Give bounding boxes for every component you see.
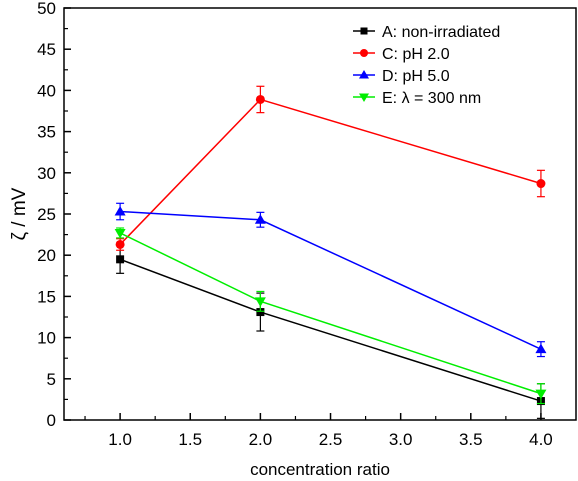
y-tick-label: 5: [47, 370, 56, 389]
data-point: [255, 94, 265, 104]
legend-label: D: pH 5.0: [382, 68, 450, 85]
plot-frame: [63, 7, 577, 421]
data-point: [360, 27, 368, 35]
y-tick-label: 45: [37, 40, 56, 59]
y-tick-label: 35: [37, 123, 56, 142]
y-axis-label: ζ / mV: [9, 187, 30, 240]
y-tick-label: 10: [37, 329, 56, 348]
legend-item: E: λ = 300 nm: [353, 90, 481, 107]
y-tick-label: 15: [37, 287, 56, 306]
y-tick-label: 40: [37, 81, 56, 100]
data-point: [359, 93, 369, 102]
data-point: [360, 49, 368, 57]
data-point: [115, 239, 125, 249]
plot-area: [114, 85, 547, 419]
data-point: [114, 228, 126, 239]
y-tick-label: 30: [37, 164, 56, 183]
data-point: [256, 308, 265, 317]
x-tick-label: 3.5: [459, 430, 483, 449]
data-point: [359, 70, 369, 79]
data-point: [536, 179, 546, 189]
y-tick-label: 0: [47, 411, 56, 430]
x-tick-label: 1.0: [108, 430, 132, 449]
series-triangle-down: [114, 227, 547, 405]
series-line: [119, 258, 542, 402]
x-tick-label: 2.0: [249, 430, 273, 449]
legend-label: A: non-irradiated: [382, 24, 500, 41]
series-square: [116, 244, 545, 419]
series-circle: [115, 85, 546, 251]
y-tick-label: 50: [37, 0, 56, 18]
series-line: [119, 232, 542, 395]
legend: A: non-irradiated C: pH 2.0 D: pH 5.0 E: λ …: [353, 24, 500, 107]
x-tick-label: 4.0: [529, 430, 553, 449]
data-point: [116, 255, 125, 264]
legend-label: C: pH 2.0: [382, 46, 450, 63]
x-axis-label: concentration ratio: [250, 460, 390, 479]
series-line: [119, 98, 542, 246]
y-tick-label: 25: [37, 205, 56, 224]
legend-label: E: λ = 300 nm: [382, 90, 481, 107]
legend-item: D: pH 5.0: [353, 68, 450, 85]
data-point: [535, 389, 547, 400]
legend-item: A: non-irradiated: [353, 24, 500, 41]
y-tick-label: 20: [37, 246, 56, 265]
series-triangle-up: [114, 202, 547, 358]
data-point: [535, 343, 547, 354]
x-tick-label: 2.5: [319, 430, 343, 449]
series-line: [120, 210, 542, 350]
legend-item: C: pH 2.0: [353, 46, 450, 63]
x-tick-label: 3.0: [389, 430, 413, 449]
data-point: [254, 214, 266, 224]
ticks-layer: 1.0 1.5 2.0 2.5 3.0 3.5 4.0 0 5 10 15 20 25 30 35 40 45 5…: [37, 0, 553, 449]
data-point: [254, 297, 266, 307]
x-tick-label: 1.5: [178, 430, 202, 449]
data-point: [114, 206, 126, 216]
